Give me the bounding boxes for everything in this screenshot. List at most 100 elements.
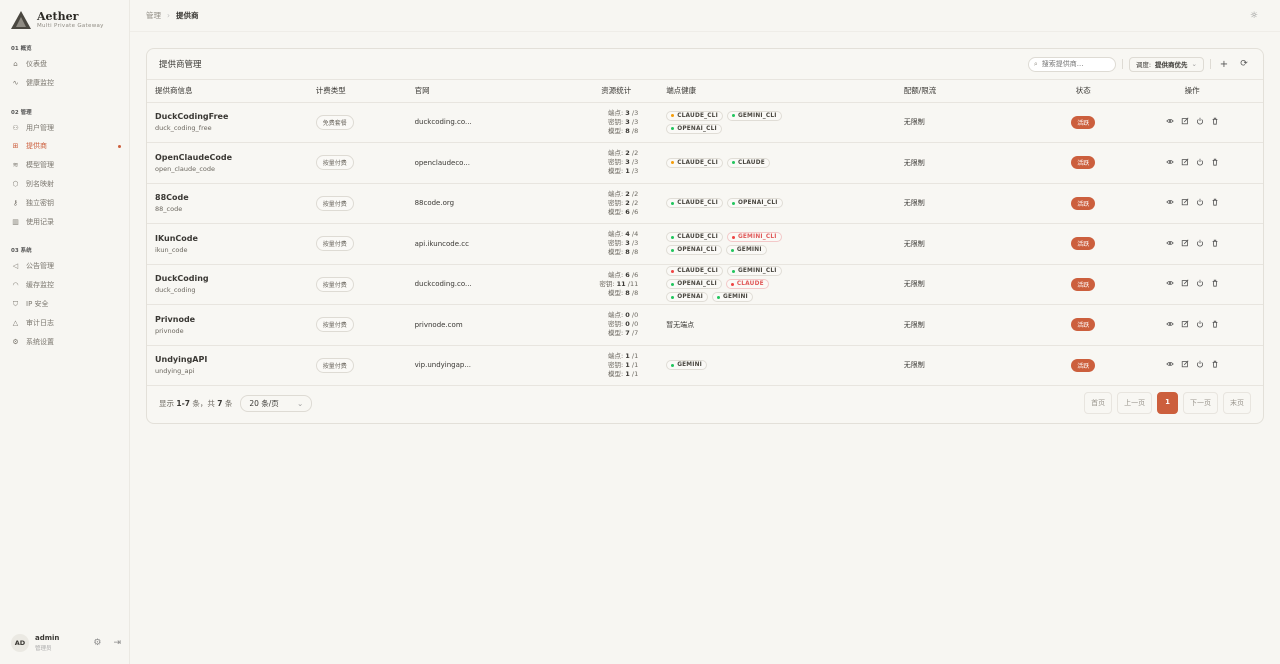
stat-models: 模型: 6 /6 xyxy=(594,208,638,217)
stat-total: /0 xyxy=(631,320,639,329)
edit-icon[interactable] xyxy=(1181,158,1189,168)
search-box[interactable]: ⌕ xyxy=(1027,56,1116,72)
sidebar-item[interactable]: ⊞ 提供商 xyxy=(11,138,123,154)
power-icon[interactable] xyxy=(1196,239,1204,249)
status-dot xyxy=(731,269,735,273)
view-icon[interactable] xyxy=(1165,279,1174,289)
endpoint-health-tag[interactable]: CLAUDE xyxy=(725,279,769,290)
endpoint-health-tag[interactable]: CLAUDE_CLI xyxy=(666,198,723,209)
sidebar-item[interactable]: ▥ 使用记录 xyxy=(11,214,123,230)
refresh-button[interactable]: ⟳ xyxy=(1237,57,1251,71)
website-link[interactable]: duckcoding.co... xyxy=(406,102,575,143)
provider-name[interactable]: IKunCode xyxy=(155,233,198,243)
endpoint-health-tag[interactable]: CLAUDE_CLI xyxy=(666,232,723,243)
provider-id: duck_coding xyxy=(155,286,196,295)
stat-value: 7 xyxy=(625,329,630,338)
trash-icon[interactable] xyxy=(1211,320,1219,330)
first-page-button[interactable]: 首页 xyxy=(1084,392,1113,414)
view-icon[interactable] xyxy=(1165,198,1174,208)
last-page-button[interactable]: 末页 xyxy=(1223,392,1251,414)
power-icon[interactable] xyxy=(1196,198,1204,208)
gear-icon[interactable]: ⚙ xyxy=(93,638,102,648)
logout-icon[interactable]: ⇥ xyxy=(113,638,121,648)
sidebar-item[interactable]: ⌂ 仪表盘 xyxy=(11,56,123,72)
sidebar-item[interactable]: ⬡ 别名映射 xyxy=(11,176,123,192)
trash-icon[interactable] xyxy=(1211,360,1219,370)
search-input[interactable] xyxy=(1041,60,1106,68)
sidebar-item[interactable]: ∿ 健康监控 xyxy=(11,75,123,91)
view-icon[interactable] xyxy=(1165,239,1174,249)
endpoint-health-tag[interactable]: GEMINI xyxy=(666,360,708,371)
provider-name[interactable]: DuckCodingFree xyxy=(155,112,229,122)
edit-icon[interactable] xyxy=(1181,198,1189,208)
website-link[interactable]: privnode.com xyxy=(406,304,575,346)
power-icon[interactable] xyxy=(1196,158,1204,168)
trash-icon[interactable] xyxy=(1211,239,1219,249)
endpoint-health-tag[interactable]: OPENAI_CLI xyxy=(666,123,722,134)
endpoint-health-tag[interactable]: CLAUDE xyxy=(726,157,770,168)
stat-models: 模型: 8 /8 xyxy=(594,289,638,298)
power-icon[interactable] xyxy=(1196,360,1204,370)
sidebar-item[interactable]: △ 审计日志 xyxy=(11,315,123,331)
view-icon[interactable] xyxy=(1165,117,1174,127)
provider-name[interactable]: OpenClaudeCode xyxy=(155,152,233,162)
endpoint-health-tag[interactable]: CLAUDE_CLI xyxy=(666,110,723,121)
next-page-button[interactable]: 下一页 xyxy=(1183,392,1218,414)
trash-icon[interactable] xyxy=(1211,117,1219,127)
website-link[interactable]: api.ikuncode.cc xyxy=(406,223,575,265)
edit-icon[interactable] xyxy=(1181,320,1189,330)
schedule-select[interactable]: 调度: 提供商优先 ⌄ xyxy=(1128,56,1204,72)
avatar[interactable]: AD xyxy=(11,634,29,652)
provider-name[interactable]: 88Code xyxy=(155,193,189,203)
endpoint-health-tag[interactable]: OPENAI_CLI xyxy=(666,279,722,290)
website-link[interactable]: vip.undyingap... xyxy=(406,345,575,386)
sidebar-item[interactable]: ⚙ 系统设置 xyxy=(11,334,123,350)
sidebar-item[interactable]: ⛉ IP 安全 xyxy=(11,296,123,312)
sidebar-item[interactable]: ◠ 缓存监控 xyxy=(11,277,123,293)
endpoint-health-tag[interactable]: GEMINI xyxy=(725,245,767,256)
provider-name[interactable]: UndyingAPI xyxy=(155,355,208,365)
view-icon[interactable] xyxy=(1165,158,1174,168)
website-link[interactable]: 88code.org xyxy=(406,183,575,224)
sidebar-item[interactable]: ⚇ 用户管理 xyxy=(11,120,123,136)
edit-icon[interactable] xyxy=(1181,279,1189,289)
endpoint-health-tag[interactable]: OPENAI_CLI xyxy=(666,245,722,256)
prev-page-button[interactable]: 上一页 xyxy=(1117,392,1153,414)
power-icon[interactable] xyxy=(1196,117,1204,127)
edit-icon[interactable] xyxy=(1181,239,1189,249)
sidebar-item[interactable]: ≋ 模型管理 xyxy=(11,157,123,173)
stat-label: 端点: xyxy=(608,108,624,117)
endpoint-health-tag[interactable]: OPENAI_CLI xyxy=(726,198,783,209)
power-icon[interactable] xyxy=(1196,320,1204,330)
stat-value: 0 xyxy=(625,320,630,329)
endpoint-health-tag[interactable]: CLAUDE_CLI xyxy=(666,157,723,168)
trash-icon[interactable] xyxy=(1211,279,1219,289)
add-provider-button[interactable]: + xyxy=(1217,57,1231,71)
website-link[interactable]: openclaudeco... xyxy=(406,142,575,184)
trash-icon[interactable] xyxy=(1211,158,1219,168)
stat-total: /8 xyxy=(631,126,639,135)
endpoint-health-tag[interactable]: GEMINI_CLI xyxy=(726,232,782,243)
endpoint-health-tag[interactable]: GEMINI_CLI xyxy=(726,110,782,121)
provider-name[interactable]: DuckCoding xyxy=(155,274,209,284)
endpoint-health-tag[interactable]: GEMINI_CLI xyxy=(726,266,782,277)
sidebar-item[interactable]: ◁ 公告管理 xyxy=(11,258,123,274)
view-icon[interactable] xyxy=(1165,360,1174,370)
endpoint-health-tag[interactable]: GEMINI xyxy=(712,292,753,303)
logo[interactable]: Aether Multi Private Gateway xyxy=(11,10,104,29)
website-link[interactable]: duckcoding.co... xyxy=(406,264,575,305)
trash-icon[interactable] xyxy=(1211,198,1219,208)
theme-toggle-icon[interactable]: ☼ xyxy=(1249,10,1258,21)
sidebar-item[interactable]: ⚷ 独立密钥 xyxy=(11,195,123,211)
edit-icon[interactable] xyxy=(1181,117,1189,127)
provider-name[interactable]: Privnode xyxy=(155,314,196,324)
page-size-select[interactable]: 20 条/页 ⌄ xyxy=(240,394,313,412)
endpoint-health-tag[interactable]: OPENAI xyxy=(666,292,709,303)
view-icon[interactable] xyxy=(1165,320,1174,330)
breadcrumb-item[interactable]: 管理 xyxy=(146,11,161,20)
endpoint-health-tag[interactable]: CLAUDE_CLI xyxy=(666,266,723,277)
power-icon[interactable] xyxy=(1196,279,1204,289)
column-header: 资源统计 xyxy=(574,80,659,103)
page-1-button[interactable]: 1 xyxy=(1157,392,1178,414)
edit-icon[interactable] xyxy=(1181,360,1189,370)
